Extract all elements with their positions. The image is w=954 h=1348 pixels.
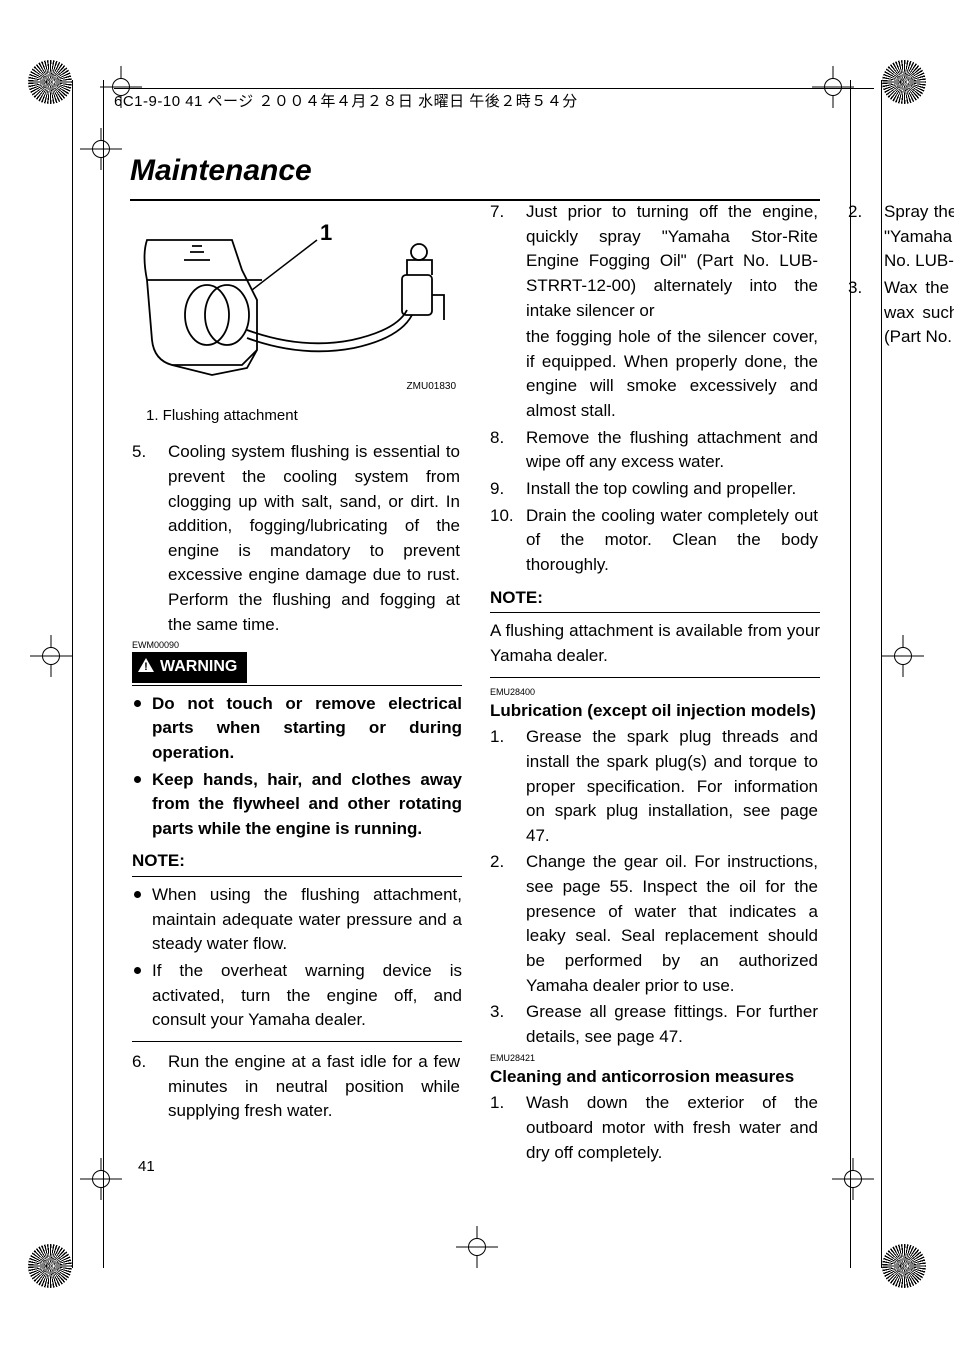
flushing-figure: 1 ZMU01830 bbox=[132, 200, 462, 395]
warning-bullet-1: Do not touch or remove electrical parts … bbox=[132, 692, 462, 766]
content-columns: 1 ZMU01830 1. Flushing attachment 5.Cool… bbox=[132, 200, 820, 1188]
lubrication-item-2: 2.Change the gear oil. For instructions,… bbox=[490, 850, 820, 998]
list-number: 5. bbox=[132, 440, 168, 465]
page-title: Maintenance bbox=[130, 149, 820, 201]
list-item-9: 9.Install the top cowling and propeller. bbox=[490, 477, 820, 502]
list-number: 1. bbox=[490, 725, 526, 750]
list-number: 9. bbox=[490, 477, 526, 502]
list-item-10: 10.Drain the cooling water completely ou… bbox=[490, 504, 820, 578]
warning-header-line: ! WARNING bbox=[132, 652, 462, 685]
warning-badge: ! WARNING bbox=[132, 652, 247, 682]
list-text: Just prior to turning off the engine, qu… bbox=[526, 200, 818, 323]
list-number: 8. bbox=[490, 426, 526, 451]
list-text: Grease the spark plug threads and instal… bbox=[526, 725, 818, 848]
list-item-7-continuation: the fogging hole of the silencer cover, … bbox=[490, 325, 820, 424]
list-number: 3. bbox=[490, 1000, 526, 1025]
register-cross-br2 bbox=[832, 1158, 874, 1200]
warning-code: EWM00090 bbox=[132, 639, 462, 652]
list-item-6: 6.Run the engine at a fast idle for a fe… bbox=[132, 1050, 462, 1124]
list-number: 10. bbox=[490, 504, 526, 529]
note2-text: A flushing attachment is available from … bbox=[490, 619, 820, 668]
list-text: Spray the outboard motor exterior with "… bbox=[884, 200, 954, 274]
register-mark-tr bbox=[882, 60, 926, 104]
list-item-7: 7.Just prior to turning off the engine, … bbox=[490, 200, 820, 323]
register-mark-bl bbox=[28, 1244, 72, 1288]
cleaning-code: EMU28421 bbox=[490, 1052, 820, 1065]
list-text: Grease all grease fittings. For further … bbox=[526, 1000, 818, 1049]
list-number: 3. bbox=[848, 276, 884, 301]
warning-icon: ! bbox=[138, 656, 154, 679]
register-mark-tl bbox=[28, 60, 72, 104]
list-item-5: 5.Cooling system flushing is essential t… bbox=[132, 440, 462, 637]
note1-end-rule bbox=[132, 1041, 462, 1042]
list-text: Drain the cooling water completely out o… bbox=[526, 504, 818, 578]
list-number: 2. bbox=[490, 850, 526, 875]
note2-header: NOTE: bbox=[490, 586, 820, 614]
list-text: Wax the cowling with a non-abrasive wax … bbox=[884, 276, 954, 350]
figure-caption: 1. Flushing attachment bbox=[146, 405, 462, 427]
list-number: 1. bbox=[490, 1091, 526, 1116]
register-cross-tl2 bbox=[80, 128, 122, 170]
note-label: NOTE: bbox=[490, 588, 543, 607]
guide-line-left2 bbox=[103, 80, 104, 1268]
cleaning-heading: Cleaning and anticorrosion measures bbox=[490, 1065, 820, 1090]
list-text: Run the engine at a fast idle for a few … bbox=[168, 1050, 460, 1124]
cleaning-item-1: 1.Wash down the exterior of the outboard… bbox=[490, 1091, 820, 1165]
list-text: the fogging hole of the silencer cover, … bbox=[526, 325, 818, 424]
register-cross-right bbox=[882, 635, 924, 677]
note-label: NOTE: bbox=[132, 851, 185, 870]
list-text: Install the top cowling and propeller. bbox=[526, 477, 818, 502]
lubrication-code: EMU28400 bbox=[490, 686, 820, 699]
register-cross-left bbox=[30, 635, 72, 677]
warning-bullet-2: Keep hands, hair, and clothes away from … bbox=[132, 768, 462, 842]
svg-text:!: ! bbox=[144, 661, 148, 672]
flushing-diagram-svg: 1 bbox=[132, 200, 462, 380]
page-number: 41 bbox=[138, 1156, 155, 1178]
figure-callout-number: 1 bbox=[320, 220, 332, 245]
register-cross-bl2 bbox=[80, 1158, 122, 1200]
note2-end-rule bbox=[490, 677, 820, 678]
list-text: Remove the flushing attachment and wipe … bbox=[526, 426, 818, 475]
note1-bullet-1: When using the flushing attachment, main… bbox=[132, 883, 462, 957]
register-cross-bottom bbox=[456, 1226, 498, 1268]
cleaning-item-3: 3.Wax the cowling with a non-abrasive wa… bbox=[848, 276, 954, 350]
header-print-info: 6C1-9-10 41 ページ ２００４年４月２８日 水曜日 午後２時５４分 bbox=[114, 88, 874, 113]
lubrication-item-1: 1.Grease the spark plug threads and inst… bbox=[490, 725, 820, 848]
lubrication-item-3: 3.Grease all grease fittings. For furthe… bbox=[490, 1000, 820, 1049]
note1-bullet-2: If the overheat warning device is activa… bbox=[132, 959, 462, 1033]
guide-line-left bbox=[72, 80, 73, 1268]
warning-label: WARNING bbox=[160, 658, 237, 675]
list-text: Cooling system flushing is essential to … bbox=[168, 440, 460, 637]
lubrication-heading: Lubrication (except oil injection models… bbox=[490, 699, 820, 724]
note1-header: NOTE: bbox=[132, 849, 462, 877]
list-number: 2. bbox=[848, 200, 884, 225]
register-mark-br bbox=[882, 1244, 926, 1288]
list-text: Change the gear oil. For instructions, s… bbox=[526, 850, 818, 998]
list-number: 7. bbox=[490, 200, 526, 225]
list-number: 6. bbox=[132, 1050, 168, 1075]
cleaning-item-2: 2.Spray the outboard motor exterior with… bbox=[848, 200, 954, 274]
figure-code: ZMU01830 bbox=[132, 380, 462, 395]
list-item-8: 8.Remove the flushing attachment and wip… bbox=[490, 426, 820, 475]
list-text: Wash down the exterior of the outboard m… bbox=[526, 1091, 818, 1165]
